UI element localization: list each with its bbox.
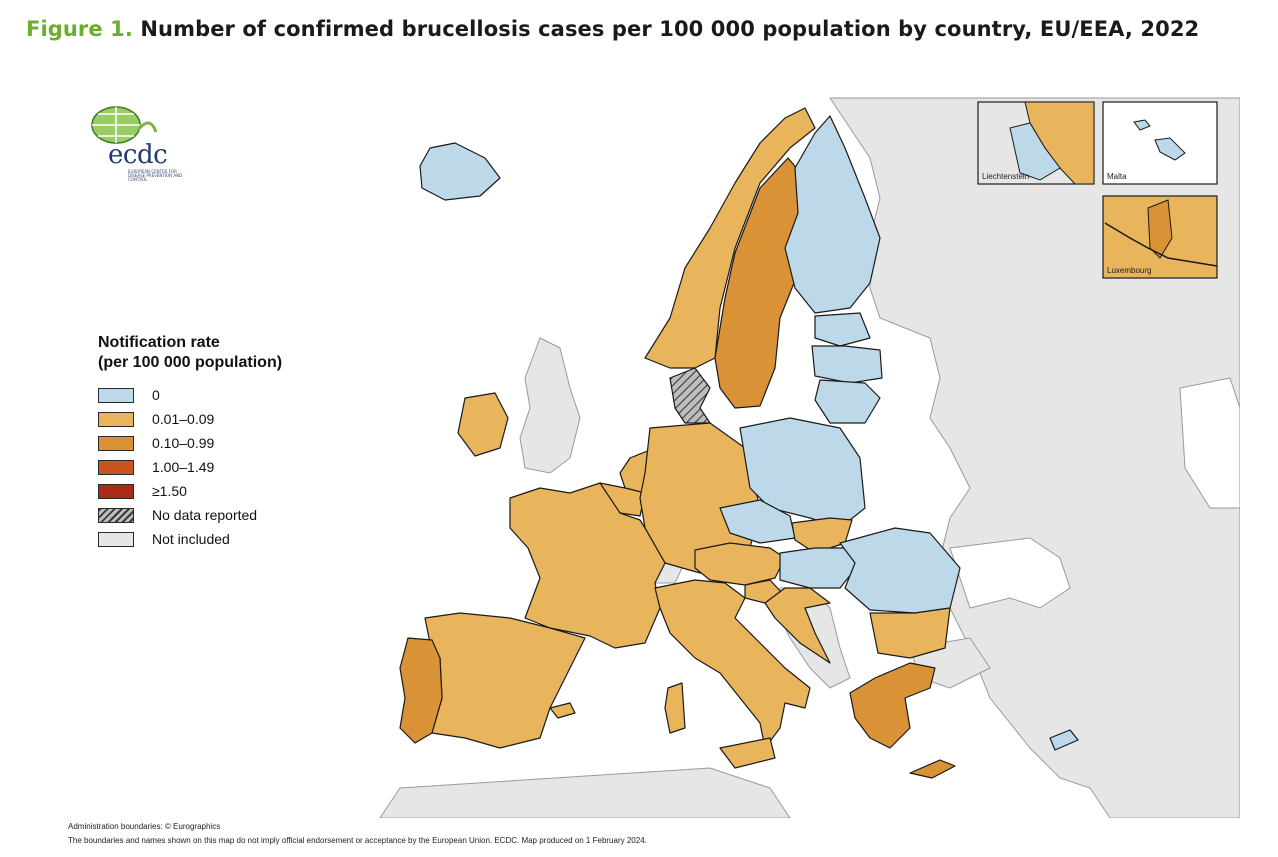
country-cyprus bbox=[1049, 729, 1079, 751]
legend-label: 1.00–1.49 bbox=[152, 459, 215, 475]
country-italy bbox=[654, 579, 811, 749]
country-lithuania bbox=[814, 379, 881, 424]
europe-map bbox=[70, 88, 1240, 818]
country-ireland bbox=[457, 392, 509, 457]
country-bulgaria bbox=[869, 607, 951, 659]
country-latvia bbox=[811, 345, 883, 384]
inset-label-liechtenstein: Liechtenstein bbox=[982, 172, 1030, 181]
country-italy-sicily bbox=[719, 737, 776, 769]
legend-label: 0 bbox=[152, 387, 160, 403]
country-norway bbox=[644, 107, 816, 369]
country-italy-sardinia bbox=[664, 682, 686, 734]
legend-item: 0.10–0.99 bbox=[98, 431, 358, 455]
country-croatia bbox=[764, 587, 831, 664]
north-africa bbox=[379, 767, 791, 818]
legend-title: Notification rate (per 100 000 populatio… bbox=[98, 333, 358, 373]
figure-title: Figure 1. Number of confirmed brucellosi… bbox=[26, 17, 1199, 41]
legend-title-line1: Notification rate bbox=[98, 334, 220, 351]
legend-item: No data reported bbox=[98, 503, 358, 527]
country-denmark bbox=[669, 367, 711, 424]
legend-label: Not included bbox=[152, 531, 230, 547]
legend-swatch bbox=[98, 435, 134, 451]
legend-swatch bbox=[98, 459, 134, 475]
legend-item: Not included bbox=[98, 527, 358, 551]
legend-label: 0.01–0.09 bbox=[152, 411, 215, 427]
map-frame bbox=[70, 88, 1240, 818]
legend-item: 0 bbox=[98, 383, 358, 407]
country-portugal bbox=[399, 637, 443, 744]
legend-swatch bbox=[98, 507, 134, 523]
legend-item: ≥1.50 bbox=[98, 479, 358, 503]
globe-icon bbox=[91, 106, 158, 144]
legend-items: 0 0.01–0.09 0.10–0.99 1.00–1.49 ≥1.50 No… bbox=[98, 383, 358, 551]
country-iceland bbox=[419, 142, 501, 201]
legend-title-line2: (per 100 000 population) bbox=[98, 354, 283, 371]
country-spain-balearic bbox=[549, 702, 576, 719]
legend-item: 1.00–1.49 bbox=[98, 455, 358, 479]
legend-swatch bbox=[98, 531, 134, 547]
legend: Notification rate (per 100 000 populatio… bbox=[98, 333, 358, 551]
country-poland bbox=[739, 417, 866, 529]
inset-luxembourg bbox=[1102, 195, 1218, 279]
footnote-boundaries: Administration boundaries: © Eurographic… bbox=[68, 822, 221, 831]
country-estonia bbox=[814, 312, 871, 347]
ecdc-logo-text: ecdc bbox=[108, 140, 168, 170]
country-greece-crete bbox=[909, 759, 956, 779]
caspian-sea bbox=[1179, 377, 1240, 509]
figure-title-text: Number of confirmed brucellosis cases pe… bbox=[140, 17, 1200, 41]
legend-swatch bbox=[98, 387, 134, 403]
united-kingdom bbox=[519, 337, 581, 474]
legend-swatch bbox=[98, 483, 134, 499]
inset-label-luxembourg: Luxembourg bbox=[1107, 266, 1152, 275]
figure-label: Figure 1. bbox=[26, 17, 133, 41]
inset-liechtenstein bbox=[977, 101, 1095, 185]
country-greece bbox=[849, 662, 936, 749]
legend-swatch bbox=[98, 411, 134, 427]
legend-label: 0.10–0.99 bbox=[152, 435, 215, 451]
eu-eea-countries bbox=[399, 107, 1079, 779]
inset-label-malta: Malta bbox=[1107, 172, 1127, 181]
legend-item: 0.01–0.09 bbox=[98, 407, 358, 431]
inset-malta bbox=[1102, 101, 1218, 185]
country-finland bbox=[784, 115, 881, 314]
black-sea bbox=[949, 537, 1071, 609]
footnote-disclaimer: The boundaries and names shown on this m… bbox=[68, 836, 647, 845]
legend-label: No data reported bbox=[152, 507, 258, 523]
ecdc-logo-subtitle: EUROPEAN CENTRE FOR DISEASE PREVENTION A… bbox=[128, 169, 183, 182]
legend-label: ≥1.50 bbox=[152, 483, 187, 499]
country-austria bbox=[694, 542, 786, 586]
ecdc-logo bbox=[88, 100, 198, 190]
